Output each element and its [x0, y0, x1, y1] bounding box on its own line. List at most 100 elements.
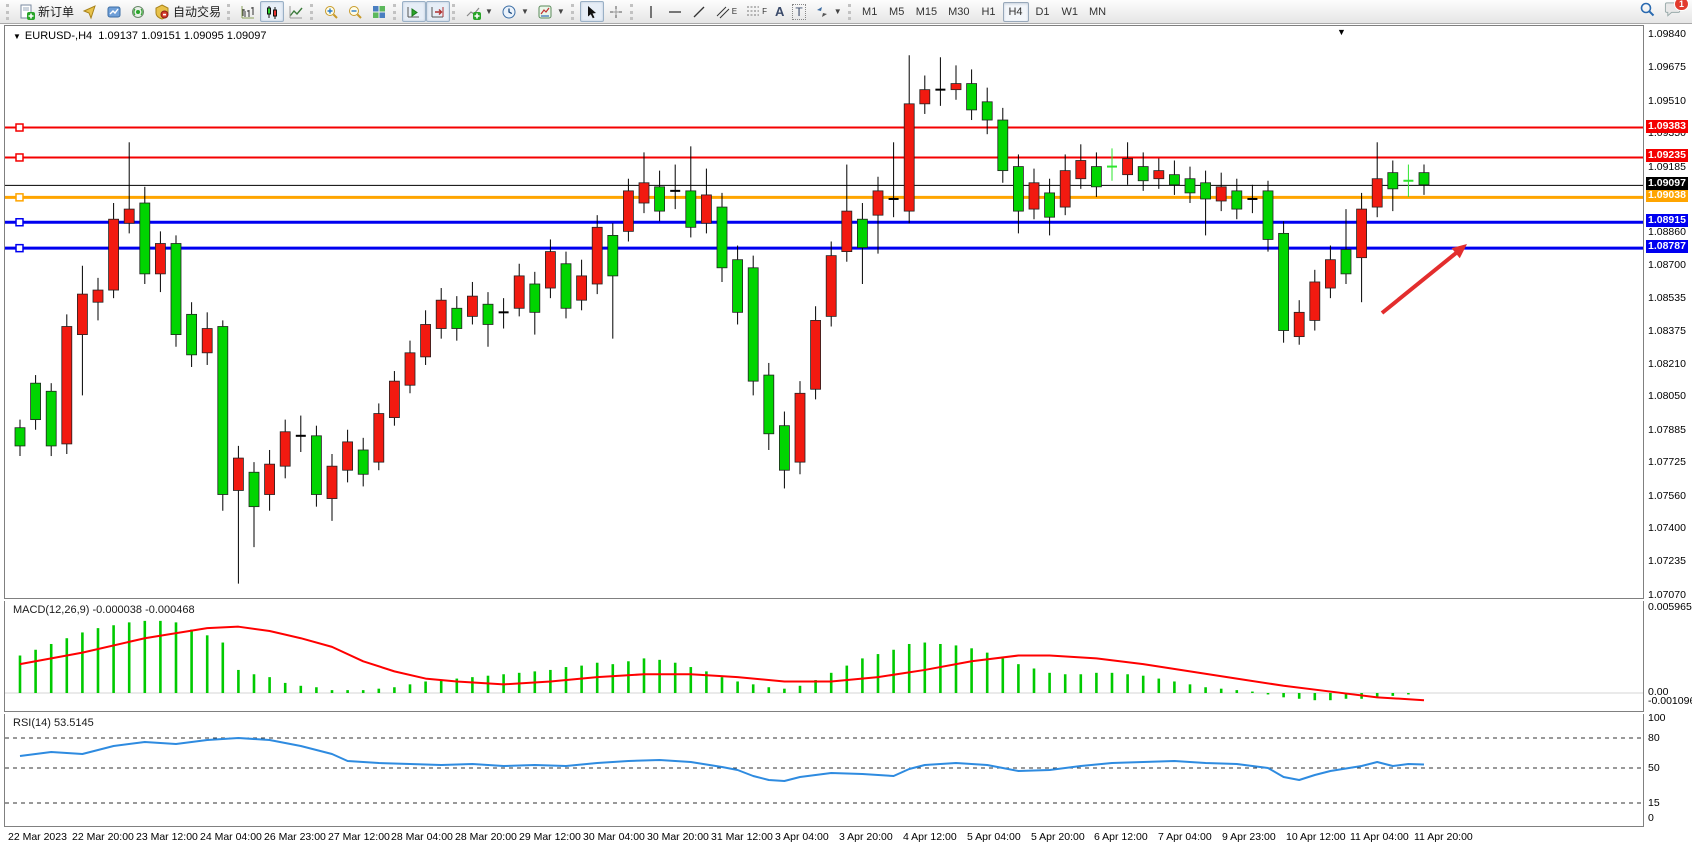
main-toolbar: 新订单 自动交易	[0, 0, 1692, 24]
market-watch-button[interactable]	[102, 1, 126, 22]
date-axis-label: 24 Mar 04:00	[200, 831, 262, 843]
auto-scroll-icon	[406, 4, 422, 20]
date-axis-label: 9 Apr 23:00	[1222, 831, 1276, 843]
zoom-in-icon	[323, 4, 339, 20]
level-price-label: 1.09383	[1646, 119, 1688, 133]
text-tool-icon: A	[775, 4, 785, 19]
arrows-tool-button[interactable]: ▼	[810, 1, 846, 22]
date-axis[interactable]: 22 Mar 2023 22 Mar 20:00 23 Mar 12:00 24 Ma…	[4, 828, 1644, 848]
timeframe-m30[interactable]: M30	[948, 5, 970, 18]
templates-button[interactable]: ▼	[533, 1, 569, 22]
price-tick-label: 1.08050	[1648, 390, 1686, 403]
template-icon	[537, 4, 553, 20]
rsi-axis-label: 15	[1648, 797, 1660, 809]
crosshair-icon	[608, 4, 624, 20]
rsi-axis-label: 100	[1648, 712, 1666, 724]
price-axis-column[interactable]: 1.098401.096751.095101.093501.091851.090…	[1646, 25, 1692, 849]
timeframe-m5[interactable]: M5	[889, 5, 905, 18]
text-label-tool-button[interactable]: T	[788, 1, 809, 22]
date-axis-label: 11 Apr 20:00	[1414, 831, 1473, 843]
toolbar-grip	[629, 3, 635, 20]
macd-chart	[5, 620, 1643, 702]
periods-button[interactable]: ▼	[497, 1, 533, 22]
macd-axis-label: 0.00	[1648, 686, 1669, 698]
tile-windows-button[interactable]	[367, 1, 391, 22]
new-order-label: 新订单	[38, 5, 75, 19]
styler-button[interactable]	[78, 1, 102, 22]
candlestick-mode-button[interactable]	[260, 1, 285, 22]
rsi-panel[interactable]: RSI(14) 53.5145	[4, 714, 1644, 827]
channel-icon	[715, 4, 731, 20]
fibonacci-letter: F	[762, 7, 768, 16]
zoom-in-button[interactable]	[319, 1, 343, 22]
price-tick-label: 1.09185	[1648, 160, 1686, 173]
autotrading-label: 自动交易	[173, 5, 222, 19]
timeframe-m15[interactable]: M15	[915, 5, 938, 18]
chart-shift-marker[interactable]: ▼	[1337, 27, 1346, 37]
cursor-arrow-icon	[584, 4, 600, 20]
date-axis-label: 27 Mar 12:00	[328, 831, 390, 843]
date-axis-label: 23 Mar 12:00	[136, 831, 198, 843]
vertical-line-icon	[643, 4, 659, 20]
rsi-axis-label: 80	[1648, 732, 1660, 744]
timeframe-w1[interactable]: W1	[1061, 5, 1079, 18]
horizontal-line-icon	[667, 4, 683, 20]
price-tick-label: 1.08535	[1648, 292, 1686, 305]
zoom-out-button[interactable]	[343, 1, 367, 22]
toolbar-grip	[452, 3, 457, 20]
blue-chart-window-icon	[106, 4, 122, 20]
indicators-button[interactable]: ▼	[461, 1, 497, 22]
new-order-button[interactable]: 新订单	[15, 1, 78, 22]
dropdown-arrow-icon: ▼	[833, 7, 842, 16]
autotrading-button[interactable]: 自动交易	[150, 1, 225, 22]
rsi-axis-label: 50	[1648, 762, 1660, 774]
trendline-tool-button[interactable]	[687, 1, 711, 22]
auto-scroll-button[interactable]	[402, 1, 427, 22]
chat-notification-icon[interactable]: 1	[1664, 0, 1689, 22]
date-axis-label: 4 Apr 12:00	[903, 831, 957, 843]
price-tick-label: 1.07885	[1648, 423, 1686, 436]
crosshair-tool-button[interactable]	[604, 1, 628, 22]
chart-shift-button[interactable]	[426, 1, 451, 22]
bar-chart-mode-button[interactable]	[236, 1, 260, 22]
timeframe-h4[interactable]: H4	[1002, 1, 1029, 22]
toolbar-grip	[570, 3, 576, 20]
date-axis-label: 28 Mar 04:00	[391, 831, 453, 843]
timeframe-m1[interactable]: M1	[862, 5, 878, 18]
macd-axis-label: -0.001096	[1648, 695, 1692, 707]
symbol-collapse-icon[interactable]: ▼	[13, 32, 21, 41]
search-icon[interactable]	[1639, 1, 1656, 23]
channel-letter: E	[731, 7, 738, 16]
rsi-value: 53.5145	[53, 717, 94, 729]
price-chart-panel[interactable]: ▼ EURUSD-,H4 1.09137 1.09151 1.09095 1.09…	[4, 25, 1644, 599]
timeframe-mn[interactable]: MN	[1089, 5, 1107, 18]
price-tick-label: 1.08375	[1648, 324, 1686, 337]
timeframe-d1[interactable]: D1	[1035, 5, 1050, 18]
chart-shift-icon	[430, 4, 446, 20]
signals-button[interactable]	[126, 1, 150, 22]
timeframe-h1[interactable]: H1	[981, 5, 996, 18]
text-label-icon: T	[792, 3, 806, 20]
horizontal-line-tool-button[interactable]	[663, 1, 687, 22]
toolbar-grip	[227, 3, 232, 20]
vertical-line-tool-button[interactable]	[639, 1, 663, 22]
line-chart-icon	[288, 4, 304, 20]
date-axis-label: 31 Mar 12:00	[711, 831, 773, 843]
price-tick-label: 1.07725	[1648, 456, 1686, 469]
equidistant-channel-tool-button[interactable]: E	[711, 1, 741, 22]
macd-panel[interactable]: MACD(12,26,9) -0.000038 -0.000468	[4, 601, 1644, 712]
level-price-label: 1.09038	[1646, 189, 1688, 203]
text-tool-button[interactable]: A	[771, 1, 788, 22]
date-axis-label: 11 Apr 04:00	[1350, 831, 1409, 843]
date-axis-label: 5 Apr 04:00	[967, 831, 1021, 843]
toolbar-grip	[847, 3, 853, 20]
date-axis-label: 30 Mar 20:00	[647, 831, 709, 843]
price-tick-label: 1.07235	[1648, 555, 1686, 568]
date-axis-label: 28 Mar 20:00	[455, 831, 517, 843]
line-chart-mode-button[interactable]	[284, 1, 308, 22]
price-tick-label: 1.08860	[1648, 226, 1686, 239]
cursor-tool-button[interactable]	[579, 1, 604, 22]
macd-value-main: -0.000038	[92, 604, 143, 616]
fibonacci-tool-button[interactable]: F	[741, 1, 771, 22]
price-tick-label: 1.08700	[1648, 258, 1686, 271]
